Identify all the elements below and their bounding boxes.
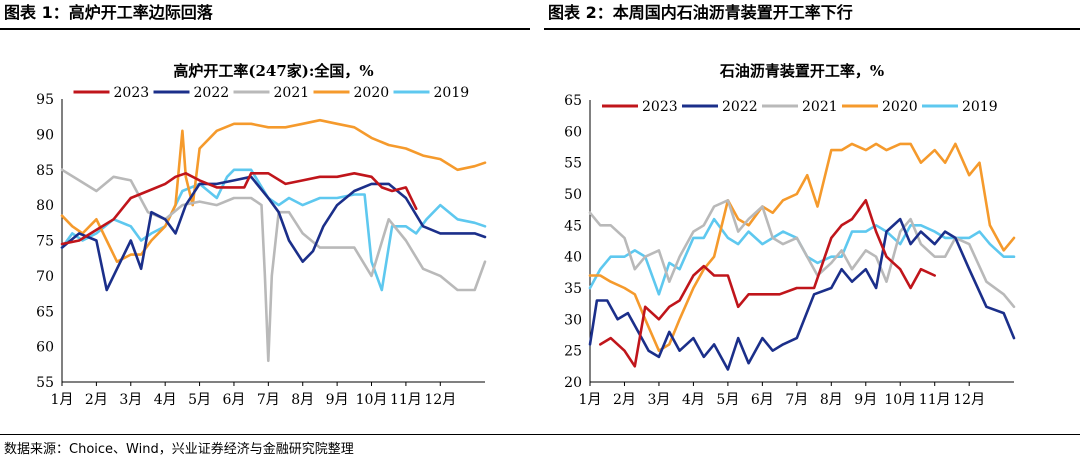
x-tick-label: 1月 bbox=[51, 392, 74, 408]
x-tick-label: 5月 bbox=[716, 392, 739, 408]
legend-label-2023: 2023 bbox=[642, 99, 678, 115]
x-tick-label: 6月 bbox=[751, 392, 774, 408]
legend-label-2022: 2022 bbox=[194, 85, 230, 101]
series-line-2019 bbox=[588, 217, 1016, 296]
y-tick-label: 30 bbox=[564, 312, 582, 328]
y-tick-label: 40 bbox=[564, 250, 582, 266]
x-tick-label: 9月 bbox=[326, 392, 349, 408]
left-title-rule bbox=[0, 28, 530, 30]
series-line-2023 bbox=[60, 172, 418, 246]
series-line-2023 bbox=[598, 199, 937, 368]
legend-label-2019: 2019 bbox=[434, 85, 470, 101]
y-tick-label: 55 bbox=[36, 375, 54, 391]
footer-rule bbox=[0, 434, 1080, 435]
x-tick-label: 12月 bbox=[424, 392, 456, 408]
x-tick-label: 11月 bbox=[390, 392, 422, 408]
data-source-note: 数据来源：Choice、Wind，兴业证券经济与金融研究院整理 bbox=[4, 442, 354, 457]
series-line-2022 bbox=[60, 175, 487, 292]
y-tick-label: 90 bbox=[36, 127, 54, 143]
x-tick-label: 4月 bbox=[154, 392, 177, 408]
y-tick-label: 95 bbox=[36, 92, 54, 108]
chart-title: 高炉开工率(247家):全国，% bbox=[173, 62, 373, 80]
y-tick-label: 70 bbox=[36, 269, 54, 285]
y-tick-label: 80 bbox=[36, 198, 54, 214]
asphalt-utilization-chart: 石油沥青装置开工率，% 2023 2022 2021 2020 2019 20 25 30 35 4… bbox=[564, 62, 1016, 408]
right-panel-title: 图表 2：本周国内石油沥青装置开工率下行 bbox=[548, 3, 853, 22]
x-tick-label: 6月 bbox=[222, 392, 245, 408]
x-tick-label: 8月 bbox=[291, 392, 314, 408]
y-tick-label: 85 bbox=[36, 163, 54, 179]
y-tick-label: 20 bbox=[564, 375, 582, 391]
chart-title: 石油沥青装置开工率，% bbox=[719, 62, 884, 80]
y-tick-label: 75 bbox=[36, 234, 54, 250]
x-tick-label: 3月 bbox=[119, 392, 142, 408]
x-tick-label: 9月 bbox=[854, 392, 877, 408]
legend-label-2019: 2019 bbox=[962, 99, 998, 115]
x-tick-label: 3月 bbox=[647, 392, 670, 408]
x-tick-label: 10月 bbox=[884, 392, 916, 408]
y-tick-label: 55 bbox=[564, 156, 582, 172]
legend-label-2020: 2020 bbox=[354, 85, 390, 101]
x-tick-label: 4月 bbox=[682, 392, 705, 408]
series-line-2019 bbox=[60, 168, 487, 292]
y-tick-label: 60 bbox=[36, 340, 54, 356]
series-line-2022 bbox=[588, 217, 1016, 371]
series-line-2021 bbox=[60, 168, 487, 363]
legend-label-2021: 2021 bbox=[802, 99, 838, 115]
y-tick-label: 50 bbox=[564, 187, 582, 203]
y-tick-label: 60 bbox=[564, 124, 582, 140]
x-tick-label: 10月 bbox=[356, 392, 388, 408]
y-tick-label: 45 bbox=[564, 218, 582, 234]
y-tick-label: 25 bbox=[564, 344, 582, 360]
series-line-2020 bbox=[60, 118, 487, 263]
x-tick-label: 11月 bbox=[919, 392, 951, 408]
x-tick-label: 2月 bbox=[613, 392, 636, 408]
x-tick-label: 12月 bbox=[953, 392, 985, 408]
x-tick-label: 5月 bbox=[188, 392, 211, 408]
x-tick-label: 7月 bbox=[785, 392, 808, 408]
y-tick-label: 35 bbox=[564, 281, 582, 297]
x-tick-label: 2月 bbox=[85, 392, 108, 408]
x-tick-label: 1月 bbox=[579, 392, 602, 408]
legend-label-2023: 2023 bbox=[114, 85, 150, 101]
y-tick-label: 65 bbox=[564, 93, 582, 109]
left-panel-title: 图表 1：高炉开工率边际回落 bbox=[4, 3, 213, 22]
right-title-rule bbox=[544, 28, 1080, 30]
y-tick-label: 65 bbox=[36, 304, 54, 320]
x-tick-label: 7月 bbox=[257, 392, 280, 408]
x-tick-label: 8月 bbox=[820, 392, 843, 408]
blast-furnace-chart: 高炉开工率(247家):全国，% 2023 2022 2021 2020 2019 55 60… bbox=[36, 62, 487, 408]
series-line-2021 bbox=[588, 199, 1016, 309]
legend-label-2021: 2021 bbox=[274, 85, 310, 101]
legend-label-2022: 2022 bbox=[722, 99, 758, 115]
legend-label-2020: 2020 bbox=[882, 99, 918, 115]
